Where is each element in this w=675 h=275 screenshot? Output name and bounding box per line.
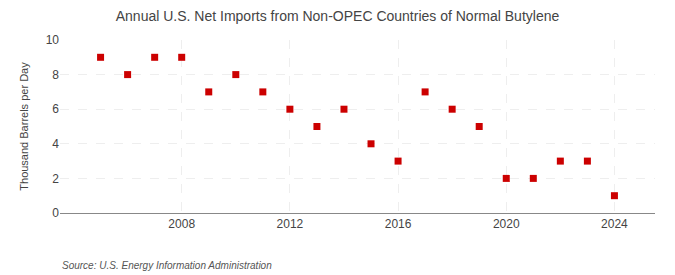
- svg-text:2020: 2020: [493, 217, 520, 231]
- svg-text:2012: 2012: [277, 217, 304, 231]
- svg-text:2008: 2008: [168, 217, 195, 231]
- svg-text:Source: U.S. Energy Informatio: Source: U.S. Energy Information Administ…: [62, 260, 272, 271]
- svg-text:10: 10: [46, 33, 60, 47]
- svg-text:2: 2: [52, 172, 59, 186]
- svg-text:0: 0: [52, 206, 59, 220]
- svg-text:Annual U.S. Net Imports from N: Annual U.S. Net Imports from Non-OPEC Co…: [116, 8, 560, 24]
- svg-text:8: 8: [52, 68, 59, 82]
- svg-text:Thousand Barrels per Day: Thousand Barrels per Day: [18, 62, 30, 191]
- svg-text:6: 6: [52, 102, 59, 116]
- svg-text:4: 4: [52, 137, 59, 151]
- svg-text:2024: 2024: [601, 217, 628, 231]
- svg-text:2016: 2016: [385, 217, 412, 231]
